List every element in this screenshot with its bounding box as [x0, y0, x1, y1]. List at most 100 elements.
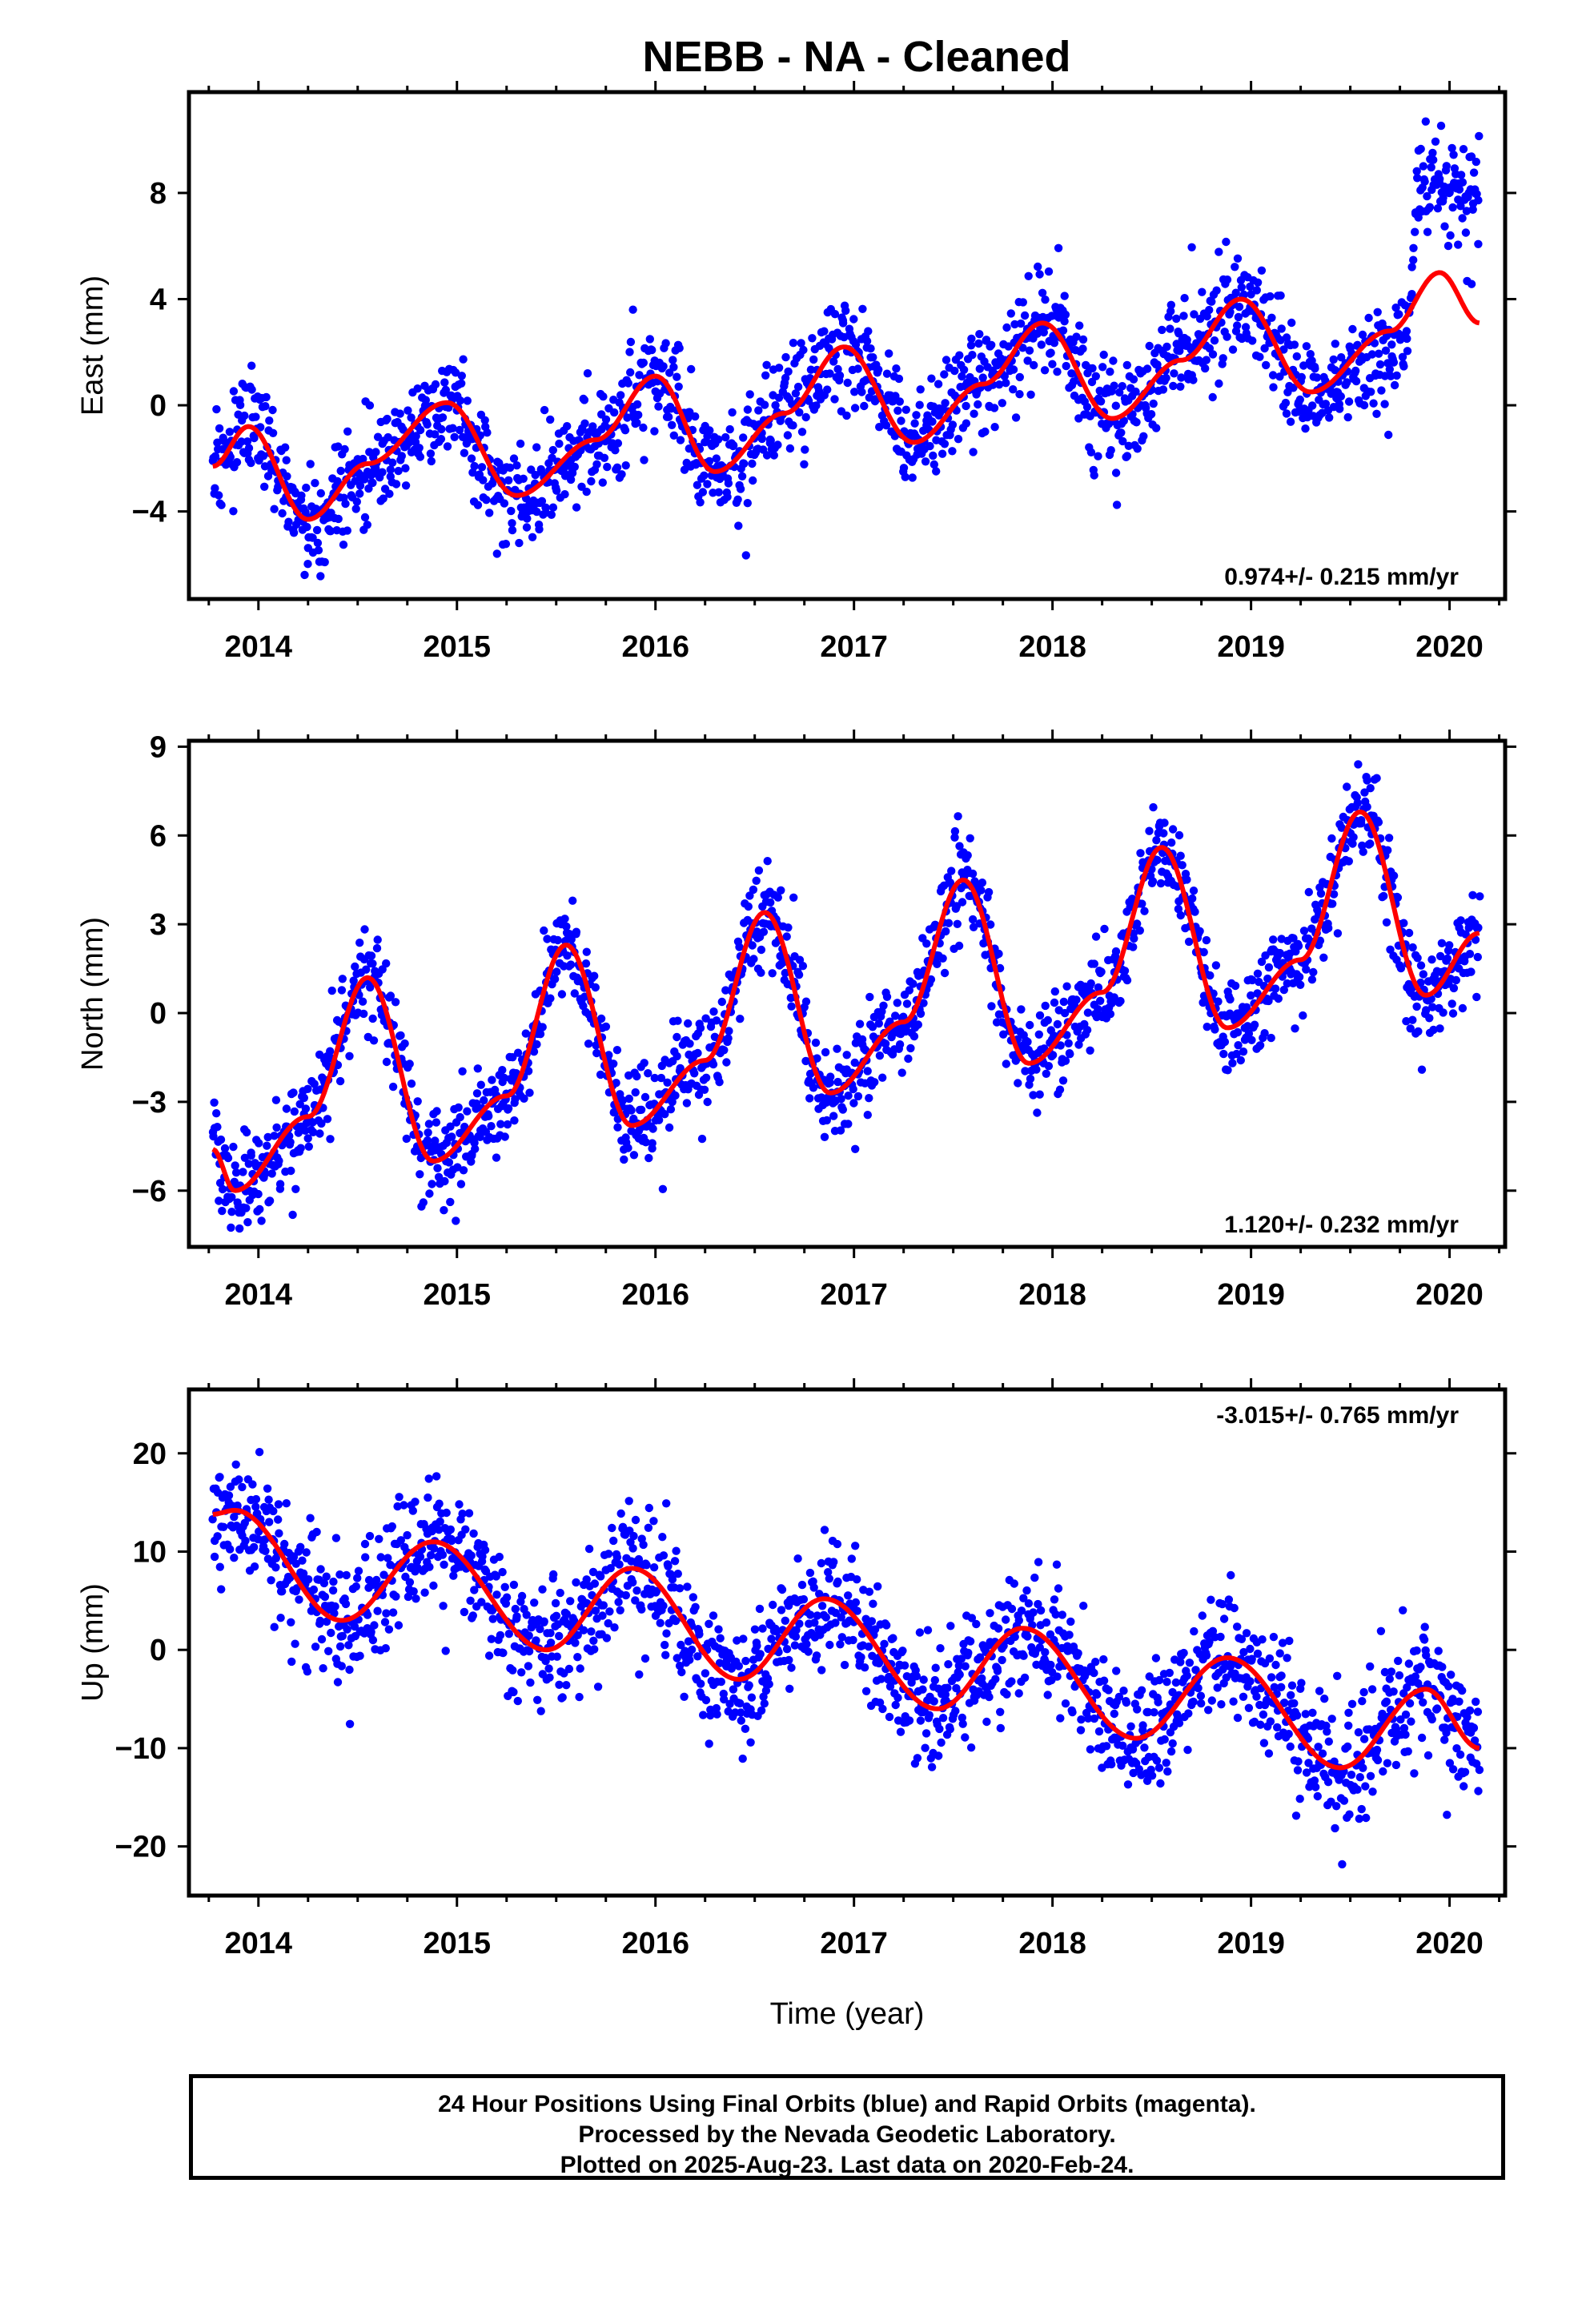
data-point [721, 986, 730, 995]
data-point [619, 1523, 628, 1533]
data-point [345, 1051, 354, 1061]
data-point [1456, 171, 1466, 179]
data-point [1389, 358, 1399, 367]
data-point [1403, 347, 1412, 356]
data-point [777, 1585, 787, 1594]
data-point [217, 1585, 226, 1594]
data-point [798, 962, 808, 971]
data-point [891, 1011, 900, 1020]
data-point [1072, 995, 1081, 1004]
data-point [1149, 399, 1158, 408]
data-point [1168, 825, 1178, 834]
data-point [857, 388, 866, 396]
data-point [1118, 1741, 1127, 1750]
data-point [951, 1707, 960, 1715]
data-point [1307, 975, 1317, 984]
data-point [950, 366, 959, 376]
data-point [342, 1570, 351, 1580]
data-point [1176, 1658, 1185, 1667]
data-point [299, 1569, 308, 1578]
data-point [350, 1622, 359, 1631]
data-point [1054, 1584, 1063, 1593]
data-point [1336, 392, 1346, 401]
data-point [1066, 1617, 1075, 1626]
data-point [604, 1550, 613, 1558]
data-point [388, 458, 397, 467]
data-point [1420, 177, 1429, 186]
data-point [485, 509, 494, 517]
data-point [1162, 1759, 1170, 1767]
data-point [1316, 889, 1326, 899]
data-point [395, 1493, 404, 1502]
data-point [690, 1069, 699, 1078]
data-point [968, 351, 977, 360]
data-point [274, 1515, 283, 1524]
data-point [1034, 1599, 1042, 1609]
data-point [1262, 360, 1271, 370]
data-point [567, 935, 576, 944]
x-tick-label: 2014 [225, 1278, 293, 1312]
data-point [850, 388, 859, 396]
data-point [1228, 345, 1238, 354]
data-point [1046, 1660, 1055, 1670]
data-point [242, 1128, 251, 1137]
data-point [213, 1123, 222, 1132]
data-point [754, 866, 764, 875]
data-point [787, 1663, 796, 1672]
data-point [1062, 982, 1071, 991]
data-point [225, 428, 235, 436]
data-point [557, 990, 567, 999]
data-point [549, 1570, 558, 1579]
data-point [603, 462, 612, 472]
data-point [1215, 247, 1223, 256]
data-point [820, 1132, 829, 1142]
data-point [1086, 1745, 1095, 1754]
data-point [521, 1029, 530, 1038]
data-point [452, 1216, 460, 1225]
data-point [661, 1110, 669, 1119]
data-point [969, 923, 978, 932]
data-point [311, 479, 319, 488]
data-point [1348, 839, 1357, 848]
data-point [513, 1048, 523, 1057]
data-point [230, 1513, 239, 1522]
data-point [575, 1692, 584, 1702]
data-point [1468, 205, 1477, 214]
data-point [994, 380, 1004, 389]
data-point [650, 1073, 659, 1083]
data-point [552, 1611, 561, 1621]
data-point [648, 1139, 656, 1148]
data-point [724, 479, 733, 488]
data-point [470, 461, 479, 471]
data-point [1054, 243, 1063, 252]
data-point [343, 1625, 351, 1634]
data-point [1250, 1020, 1259, 1029]
data-point [545, 1673, 554, 1682]
data-point [857, 1653, 865, 1662]
data-point [532, 507, 541, 517]
data-point [1286, 417, 1295, 426]
data-point [240, 411, 249, 420]
data-point [1458, 178, 1468, 187]
data-point [446, 1525, 455, 1534]
data-point [1267, 1673, 1276, 1682]
data-point [270, 1622, 279, 1631]
data-point [562, 1681, 571, 1690]
data-point [509, 454, 519, 463]
data-point [773, 893, 782, 902]
data-point [950, 833, 959, 842]
data-point [251, 1494, 261, 1504]
data-point [416, 452, 425, 461]
data-point [262, 392, 271, 402]
data-point [1344, 857, 1354, 866]
data-point [1436, 121, 1446, 131]
data-point [664, 1562, 673, 1571]
data-point [433, 1164, 442, 1172]
data-point [1231, 981, 1240, 991]
data-point [1247, 991, 1255, 1000]
data-point [1277, 324, 1286, 333]
data-point [386, 465, 395, 474]
data-point [451, 368, 460, 377]
data-point [812, 401, 821, 410]
data-point [1023, 356, 1032, 365]
